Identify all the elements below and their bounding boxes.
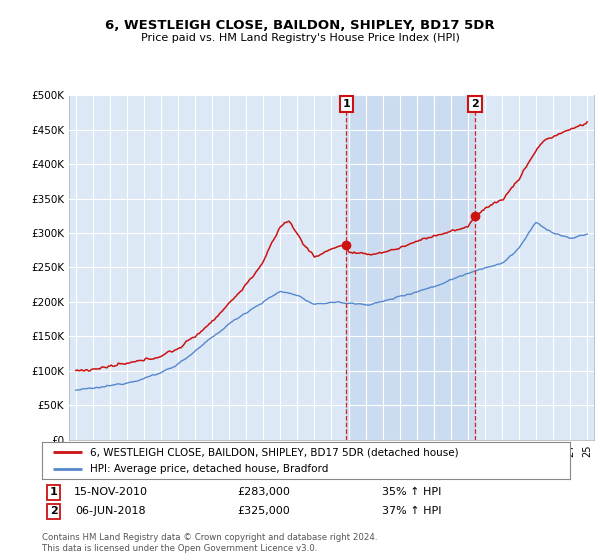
Text: HPI: Average price, detached house, Bradford: HPI: Average price, detached house, Brad… bbox=[89, 464, 328, 474]
Text: 06-JUN-2018: 06-JUN-2018 bbox=[76, 506, 146, 516]
Text: £325,000: £325,000 bbox=[238, 506, 290, 516]
Text: 2: 2 bbox=[50, 506, 58, 516]
Text: 37% ↑ HPI: 37% ↑ HPI bbox=[382, 506, 442, 516]
Text: 1: 1 bbox=[343, 99, 350, 109]
Bar bbox=[346, 95, 475, 440]
Text: Price paid vs. HM Land Registry's House Price Index (HPI): Price paid vs. HM Land Registry's House … bbox=[140, 32, 460, 43]
Text: 6, WESTLEIGH CLOSE, BAILDON, SHIPLEY, BD17 5DR: 6, WESTLEIGH CLOSE, BAILDON, SHIPLEY, BD… bbox=[105, 18, 495, 32]
Text: Contains HM Land Registry data © Crown copyright and database right 2024.
This d: Contains HM Land Registry data © Crown c… bbox=[42, 533, 377, 553]
Text: 2: 2 bbox=[471, 99, 479, 109]
Text: 35% ↑ HPI: 35% ↑ HPI bbox=[382, 487, 441, 497]
Text: 6, WESTLEIGH CLOSE, BAILDON, SHIPLEY, BD17 5DR (detached house): 6, WESTLEIGH CLOSE, BAILDON, SHIPLEY, BD… bbox=[89, 447, 458, 457]
Text: 1: 1 bbox=[50, 487, 58, 497]
Text: 15-NOV-2010: 15-NOV-2010 bbox=[74, 487, 148, 497]
Text: £283,000: £283,000 bbox=[238, 487, 290, 497]
